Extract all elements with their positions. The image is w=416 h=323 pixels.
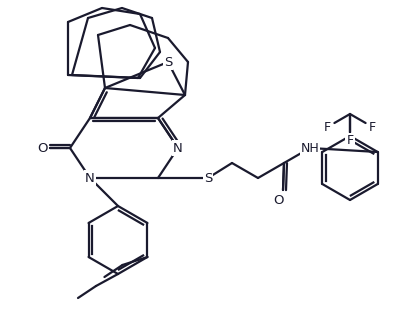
Text: NH: NH [301,141,319,154]
Text: O: O [37,141,47,154]
Text: N: N [173,141,183,154]
Text: N: N [85,172,95,184]
Text: S: S [164,56,172,68]
Text: O: O [273,193,283,206]
Text: S: S [204,172,212,184]
Text: F: F [347,133,354,147]
Text: F: F [369,120,376,133]
Text: F: F [324,120,331,133]
